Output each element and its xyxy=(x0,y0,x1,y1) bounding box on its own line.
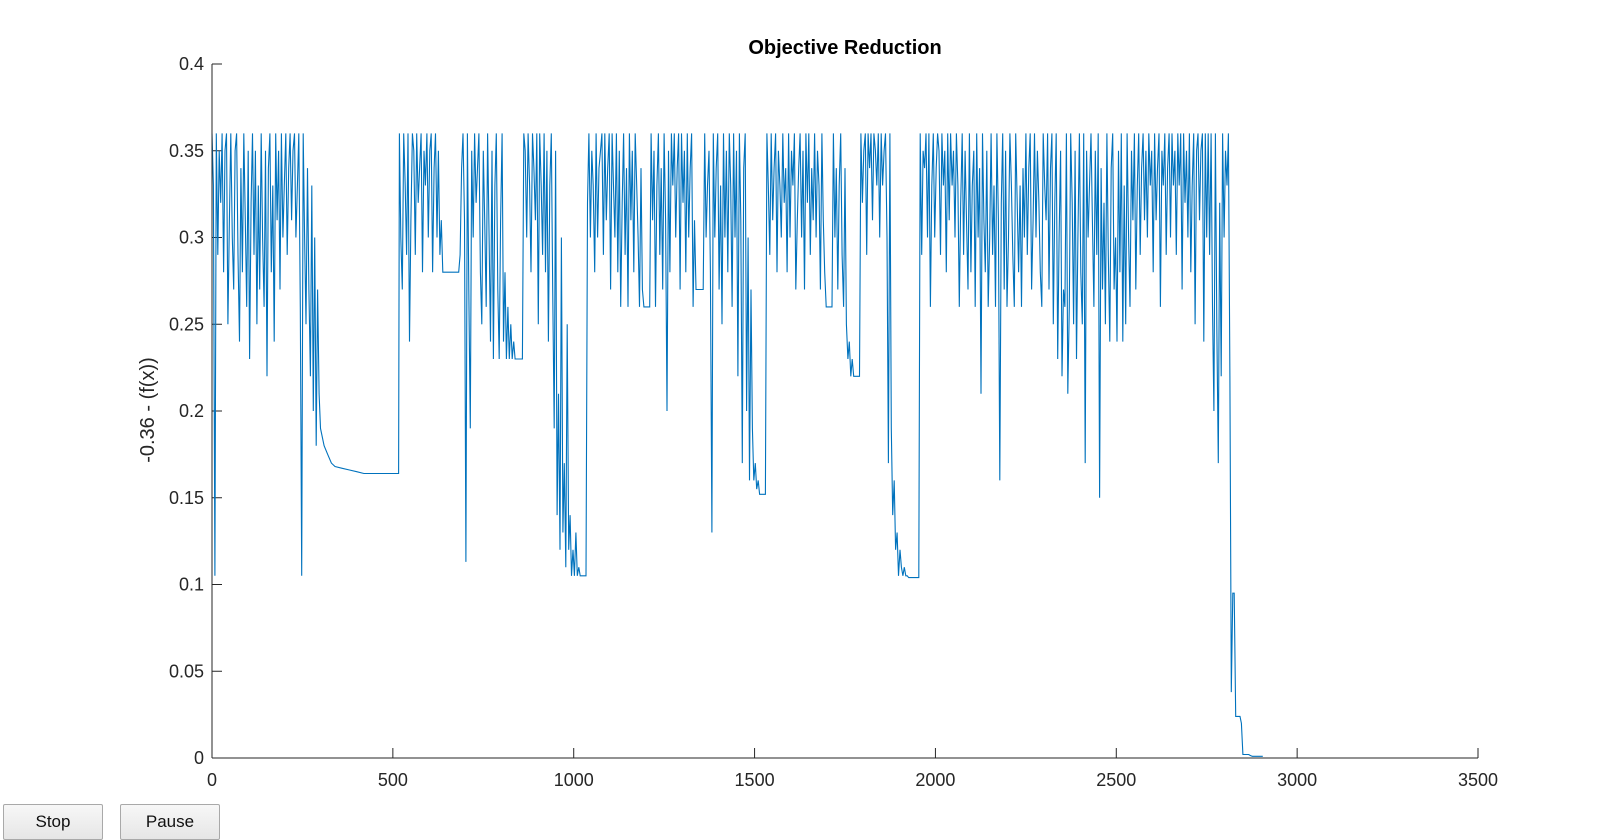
x-tick-label: 2000 xyxy=(915,770,955,790)
x-tick-label: 3000 xyxy=(1277,770,1317,790)
x-tick-label: 0 xyxy=(207,770,217,790)
y-tick-label: 0.25 xyxy=(169,314,204,334)
y-tick-label: 0.35 xyxy=(169,141,204,161)
stop-button[interactable]: Stop xyxy=(3,804,103,840)
y-tick-label: 0 xyxy=(194,748,204,768)
pause-button[interactable]: Pause xyxy=(120,804,220,840)
x-tick-label: 3500 xyxy=(1458,770,1498,790)
chart-title: Objective Reduction xyxy=(748,37,941,59)
x-tick-label: 1000 xyxy=(554,770,594,790)
x-tick-label: 1500 xyxy=(735,770,775,790)
y-tick-label: 0.05 xyxy=(169,661,204,681)
axes xyxy=(211,64,1478,759)
objective-reduction-chart: Objective Reduction 0 500 1000 1500 2000 2500… xyxy=(137,37,1498,800)
y-tick-label: 0.15 xyxy=(169,488,204,508)
x-tick-label: 500 xyxy=(378,770,408,790)
x-tick-label: 2500 xyxy=(1096,770,1136,790)
y-tick-label: 0.3 xyxy=(179,228,204,248)
data-series-line xyxy=(211,133,1263,757)
x-tick-group: 0 500 1000 1500 2000 2500 3000 3500 xyxy=(207,748,1498,790)
y-axis-label: -0.36 - (f(x)) xyxy=(137,357,159,463)
y-tick-label: 0.1 xyxy=(179,575,204,595)
x-axis-label: Iteration xyxy=(809,799,881,800)
y-tick-label: 0.4 xyxy=(179,54,204,74)
y-tick-label: 0.2 xyxy=(179,401,204,421)
